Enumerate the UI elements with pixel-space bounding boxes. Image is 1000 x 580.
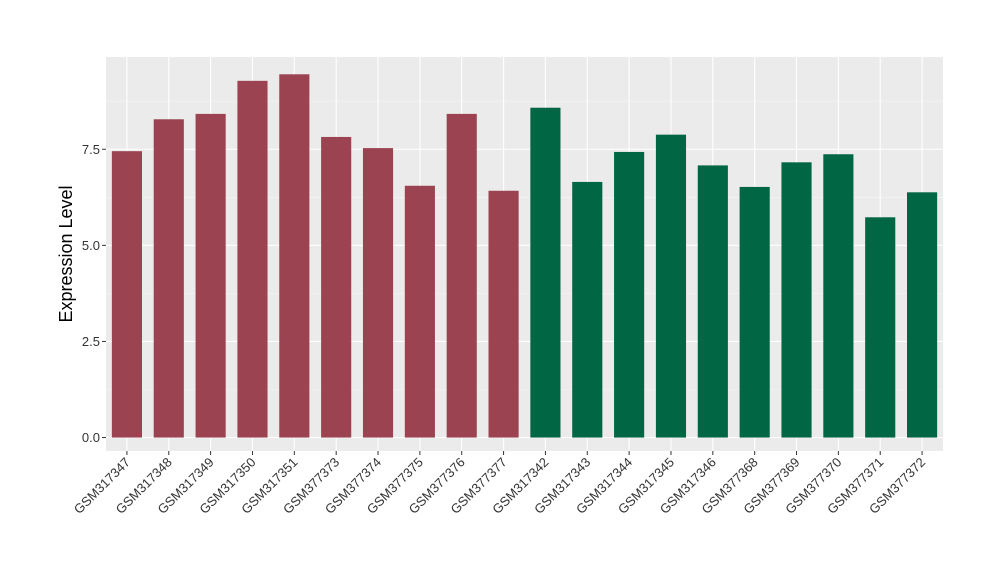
bar: [697, 165, 728, 438]
bar: [237, 80, 268, 438]
bar: [907, 192, 938, 438]
y-axis: 0.0 2.5 5.0 7.5: [82, 142, 106, 445]
bar: [111, 151, 142, 438]
bars: [111, 74, 938, 438]
bar: [865, 217, 896, 438]
y-tick-label: 2.5: [82, 334, 100, 349]
bar: [153, 119, 184, 438]
y-tick-label: 7.5: [82, 142, 100, 157]
y-tick-label: 0.0: [82, 430, 100, 445]
bar: [321, 136, 352, 438]
bar: [530, 107, 561, 438]
bar: [614, 151, 645, 438]
bar: [488, 190, 519, 438]
y-axis-title: Expression Level: [56, 185, 76, 322]
bar: [572, 181, 603, 438]
bar: [739, 186, 770, 438]
bar: [362, 148, 394, 438]
x-axis: GSM317347GSM317348GSM317349GSM317350GSM3…: [71, 451, 928, 517]
bar: [446, 113, 477, 438]
bar: [781, 162, 812, 438]
bar: [823, 154, 854, 438]
bar: [195, 113, 226, 438]
plot-panel: [106, 57, 943, 451]
bar: [279, 74, 310, 438]
y-tick-label: 5.0: [82, 238, 100, 253]
bar: [655, 134, 687, 438]
bar: [404, 185, 435, 438]
